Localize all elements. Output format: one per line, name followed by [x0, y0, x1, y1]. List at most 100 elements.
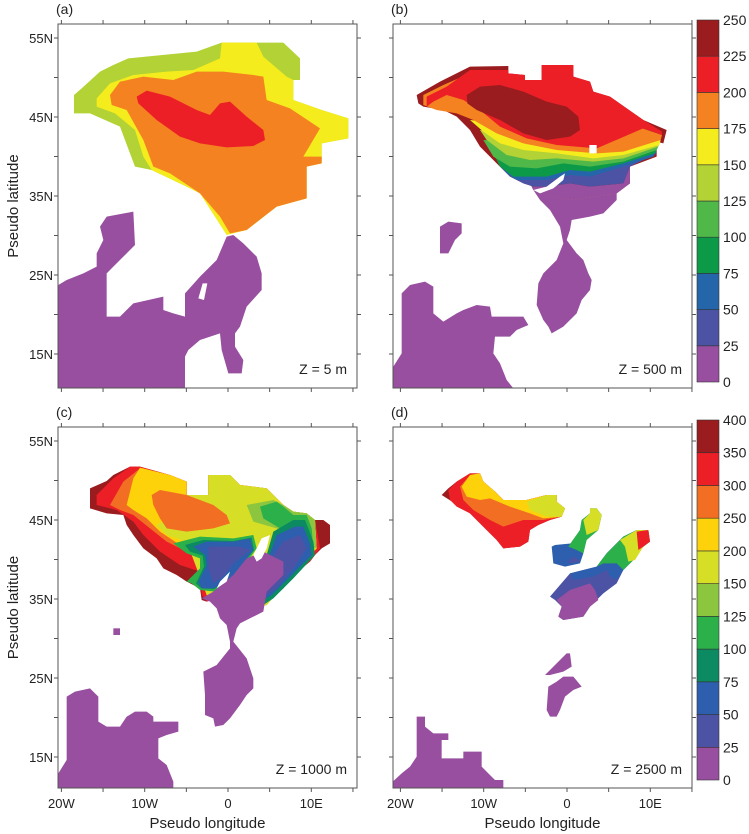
colorbar-swatch [696, 309, 720, 347]
colorbar-swatch [696, 164, 720, 202]
colorbar-swatch [696, 517, 720, 552]
panel-d-axes: (d) Z = 2500 m 20W 10W 0 10E Pseudo longitude [387, 404, 696, 832]
colorbar-swatch [696, 485, 720, 519]
contour-150-200 [526, 494, 565, 517]
contour-0-25 [58, 211, 262, 388]
x-tick-label: 20W [387, 796, 414, 811]
contour-0-25 [113, 628, 120, 635]
colorbar-tick-label: 225 [723, 48, 747, 64]
colorbar-tick-label: 100 [723, 229, 747, 245]
colorbar-tick-label: 300 [723, 477, 747, 493]
colorbar-swatch [696, 714, 720, 748]
colorbar-swatch [696, 648, 720, 683]
panel-b-axes: (b) Z = 500 m [389, 1, 696, 392]
colorbar-swatch [696, 550, 720, 584]
y-tick-label: 25N [29, 671, 53, 686]
contour-300-350 [636, 529, 650, 550]
colorbar-swatch [696, 746, 720, 781]
y-tick-label: 45N [29, 513, 53, 528]
contour-0-25 [393, 281, 529, 388]
colorbar-swatch [696, 92, 720, 129]
y-tick-label: 15N [29, 347, 53, 362]
panel-c-axes: (c) Z = 1000 m 20W 10W 0 10E Pseudo longitude 5… [5, 404, 361, 832]
contour-0-25 [556, 583, 599, 620]
colorbar-swatch [696, 128, 720, 166]
y-tick-label: 25N [29, 268, 53, 283]
contour-200-225 [136, 90, 265, 148]
contour-0-25 [544, 653, 572, 675]
contour-0-25 [439, 221, 462, 254]
colorbar-tick-label: 75 [723, 265, 739, 281]
panel-label: (c) [56, 404, 72, 420]
depth-annotation: Z = 1000 m [276, 761, 347, 777]
colorbar-swatch [696, 345, 720, 383]
colorbar-swatch [696, 681, 720, 715]
colorbar-swatch [696, 19, 720, 57]
contour-250-300 [151, 489, 230, 532]
y-tick-label: 15N [29, 750, 53, 765]
y-axis-label: Pseudo latitude [5, 154, 22, 257]
colorbar-tick-label: 0 [723, 374, 731, 390]
x-tick-label: 0 [224, 796, 231, 811]
colorbar-swatch [696, 452, 720, 486]
x-axis-label: Pseudo longitude [150, 815, 266, 832]
colorbar-tick-label: 75 [723, 674, 739, 690]
y-tick-label: 45N [29, 110, 53, 125]
colorbar-swatch [696, 419, 720, 454]
contour-25-50 [568, 556, 580, 564]
colorbar-swatch [696, 55, 720, 93]
no-data-hole [253, 534, 270, 562]
colorbar-top: 0 25 50 75 100 125 150 175 200 225 250 [696, 12, 747, 390]
panel-a-plot [58, 42, 349, 388]
colorbar-swatch [696, 616, 720, 650]
contour-0-25 [546, 676, 582, 717]
contour-225-250 [466, 84, 580, 140]
colorbar-tick-label: 150 [723, 576, 747, 592]
contour-350-400 [323, 527, 330, 542]
depth-annotation: Z = 500 m [619, 361, 682, 377]
colorbar-tick-label: 200 [723, 543, 747, 559]
colorbar-tick-label: 50 [723, 707, 739, 723]
colorbar-swatch [696, 583, 720, 617]
colorbar-tick-label: 350 [723, 445, 747, 461]
y-tick-label: 55N [29, 31, 53, 46]
y-axis-label: Pseudo latitude [5, 556, 22, 659]
colorbar-tick-label: 175 [723, 121, 747, 137]
no-data-hole [589, 144, 597, 154]
panel-label: (d) [391, 404, 408, 420]
panel-d-plot [393, 473, 650, 788]
y-tick-label: 35N [29, 189, 53, 204]
depth-annotation: Z = 5 m [299, 361, 347, 377]
x-tick-label: 0 [563, 796, 570, 811]
y-tick-label: 35N [29, 592, 53, 607]
plot-frame [57, 23, 358, 389]
contour-25-50 [208, 546, 250, 584]
x-tick-label: 10W [470, 796, 497, 811]
contour-0-25 [58, 688, 179, 788]
colorbar-tick-label: 100 [723, 641, 747, 657]
x-tick-label: 10E [639, 796, 662, 811]
colorbar-tick-label: 400 [723, 412, 747, 428]
x-tick-label: 20W [48, 796, 75, 811]
contour-150-200 [583, 508, 602, 535]
contour-0-25 [533, 189, 617, 334]
x-tick-label: 10E [300, 796, 323, 811]
panel-label: (b) [391, 1, 408, 17]
colorbars-layer: 0 25 50 75 100 125 150 175 200 225 250 0 25 50 75 100 12… [696, 12, 747, 788]
colorbar-tick-label: 0 [723, 772, 731, 788]
axes-layer: (a) Z = 5 m 55N 45N 35N 25N 15N Pseudo latitude… [5, 1, 696, 832]
colorbar-swatch [696, 273, 720, 310]
no-data-hole [216, 571, 230, 589]
plot-frame [392, 426, 693, 789]
colorbar-tick-label: 250 [723, 510, 747, 526]
plot-frame [392, 23, 693, 389]
colorbar-tick-label: 125 [723, 193, 747, 209]
colorbar-tick-label: 125 [723, 608, 747, 624]
no-data-hole [533, 173, 565, 194]
x-tick-label: 10W [131, 796, 158, 811]
colorbar-tick-label: 150 [723, 157, 747, 173]
depth-annotation: Z = 2500 m [611, 761, 682, 777]
colorbar-tick-label: 250 [723, 12, 747, 28]
plot-frame [57, 426, 358, 789]
